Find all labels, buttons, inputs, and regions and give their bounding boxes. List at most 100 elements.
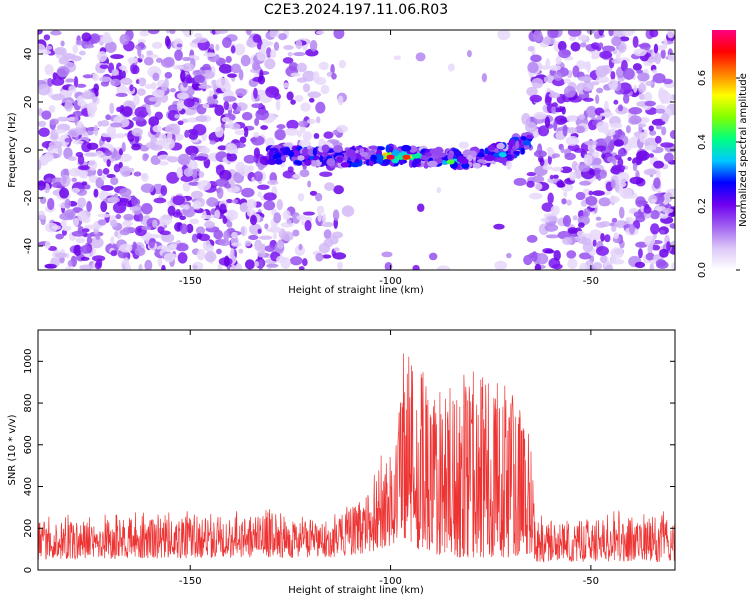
noise-blob bbox=[659, 229, 665, 235]
noise-blob bbox=[47, 198, 55, 210]
noise-blob bbox=[65, 78, 75, 83]
noise-blob bbox=[639, 117, 650, 124]
noise-blob bbox=[64, 209, 76, 219]
noise-blob bbox=[661, 126, 667, 136]
noise-blob bbox=[234, 129, 245, 136]
noise-blob bbox=[613, 99, 619, 105]
noise-blob bbox=[100, 120, 110, 127]
noise-blob bbox=[545, 234, 560, 239]
noise-blob bbox=[638, 93, 646, 100]
noise-blob bbox=[667, 30, 675, 39]
ridge-blob bbox=[487, 144, 496, 151]
noise-blob bbox=[148, 238, 155, 249]
noise-blob bbox=[531, 251, 538, 263]
noise-blob bbox=[284, 127, 299, 136]
noise-blob bbox=[119, 34, 130, 45]
ridge-blob bbox=[368, 145, 378, 150]
noise-blob bbox=[302, 131, 313, 141]
ridge-blob bbox=[326, 158, 336, 167]
ridge-blob bbox=[382, 159, 392, 165]
noise-blob bbox=[97, 213, 111, 218]
colorbar-tick-label: 0.6 bbox=[697, 70, 708, 86]
noise-blob bbox=[458, 141, 469, 149]
noise-blob bbox=[619, 36, 630, 42]
noise-blob bbox=[45, 177, 53, 183]
noise-blob bbox=[257, 75, 266, 85]
noise-blob bbox=[151, 89, 165, 98]
y-tick-label: 1000 bbox=[23, 349, 34, 374]
noise-blob bbox=[315, 192, 323, 202]
noise-blob bbox=[591, 54, 597, 60]
noise-blob bbox=[115, 92, 128, 97]
noise-blob bbox=[201, 73, 215, 78]
noise-blob bbox=[232, 102, 238, 111]
noise-blob bbox=[272, 232, 277, 240]
noise-blob bbox=[110, 78, 121, 87]
noise-blob bbox=[157, 256, 163, 267]
noise-blob bbox=[531, 77, 544, 89]
noise-blob bbox=[121, 141, 126, 152]
noise-blob bbox=[225, 209, 239, 221]
colorbar-tick-label: 0.0 bbox=[697, 262, 708, 278]
noise-blob bbox=[551, 102, 558, 108]
ridge-blob bbox=[398, 158, 404, 166]
noise-blob bbox=[313, 133, 320, 139]
noise-blob bbox=[118, 65, 127, 71]
noise-blob bbox=[152, 72, 160, 82]
noise-blob bbox=[582, 81, 594, 92]
noise-blob bbox=[658, 87, 665, 98]
noise-blob bbox=[301, 220, 306, 226]
noise-blob bbox=[71, 187, 81, 194]
noise-blob bbox=[110, 54, 124, 60]
noise-blob bbox=[527, 62, 539, 74]
noise-blob bbox=[202, 239, 211, 252]
noise-blob bbox=[583, 61, 590, 70]
noise-blob bbox=[94, 261, 102, 270]
noise-blob bbox=[579, 252, 592, 260]
noise-blob bbox=[81, 215, 91, 224]
noise-blob bbox=[337, 95, 344, 106]
noise-blob bbox=[578, 76, 593, 82]
spectrogram-axes: -150 -100 -50 -40 -20 0 20 40 bbox=[23, 30, 675, 287]
noise-blob bbox=[38, 127, 50, 137]
noise-blob bbox=[416, 203, 425, 213]
noise-blob bbox=[558, 48, 571, 59]
noise-blob bbox=[315, 252, 324, 262]
snr-panel: -150 -100 -50 0 200 400 600 800 1000 Height of s… bbox=[7, 329, 676, 596]
noise-blob bbox=[88, 159, 98, 171]
noise-blob bbox=[161, 264, 166, 270]
noise-blob bbox=[595, 216, 602, 221]
noise-blob bbox=[650, 223, 660, 235]
noise-blob bbox=[215, 77, 230, 89]
ridge-hotspot bbox=[446, 159, 455, 165]
noise-blob bbox=[251, 61, 261, 71]
noise-blob bbox=[544, 249, 555, 254]
noise-blob bbox=[182, 181, 191, 192]
noise-blob bbox=[218, 239, 231, 247]
noise-blob bbox=[129, 206, 141, 212]
noise-blob bbox=[151, 41, 163, 49]
noise-blob bbox=[316, 116, 321, 124]
noise-blob bbox=[619, 188, 633, 199]
noise-blob bbox=[111, 68, 119, 76]
noise-blob bbox=[86, 200, 92, 212]
ridge-blob bbox=[360, 152, 369, 157]
noise-blob bbox=[188, 160, 198, 170]
noise-blob bbox=[569, 171, 577, 181]
noise-blob bbox=[219, 169, 232, 181]
noise-blob bbox=[273, 41, 280, 51]
noise-blob bbox=[643, 168, 657, 176]
ridge-blob bbox=[350, 162, 360, 168]
noise-blob bbox=[174, 49, 183, 61]
noise-blob bbox=[534, 253, 549, 265]
noise-blob bbox=[577, 34, 588, 41]
noise-blob bbox=[269, 30, 280, 38]
noise-blob bbox=[234, 43, 246, 56]
noise-blob bbox=[235, 161, 246, 174]
noise-blob bbox=[609, 195, 620, 203]
ridge-blob bbox=[297, 155, 305, 161]
noise-blob bbox=[140, 203, 153, 215]
noise-blob bbox=[73, 244, 82, 256]
noise-blob bbox=[213, 229, 224, 240]
noise-blob bbox=[381, 251, 393, 258]
